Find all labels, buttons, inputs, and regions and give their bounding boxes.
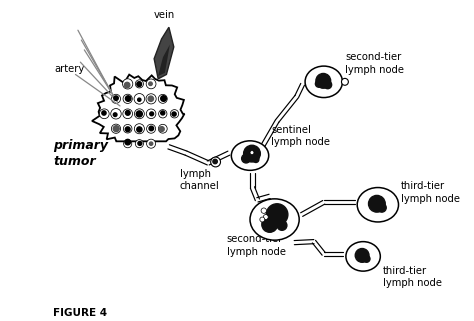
Circle shape: [161, 96, 166, 101]
Circle shape: [124, 82, 130, 88]
Circle shape: [124, 140, 132, 148]
Ellipse shape: [346, 242, 380, 271]
Polygon shape: [154, 27, 174, 78]
Circle shape: [123, 94, 132, 103]
Circle shape: [262, 217, 278, 232]
Circle shape: [134, 124, 145, 134]
Circle shape: [355, 248, 369, 262]
Circle shape: [113, 126, 119, 132]
Circle shape: [137, 127, 142, 132]
Circle shape: [136, 80, 144, 88]
Circle shape: [368, 195, 385, 212]
Circle shape: [316, 74, 331, 88]
Circle shape: [253, 157, 259, 162]
Circle shape: [149, 142, 153, 145]
Ellipse shape: [305, 66, 342, 98]
Circle shape: [263, 214, 268, 220]
Circle shape: [123, 109, 133, 119]
Circle shape: [149, 126, 154, 131]
Circle shape: [377, 203, 386, 212]
Text: vein: vein: [154, 10, 174, 20]
Text: second-tier
lymph node: second-tier lymph node: [227, 234, 286, 257]
Ellipse shape: [250, 199, 299, 240]
Ellipse shape: [357, 187, 399, 222]
Circle shape: [242, 154, 250, 163]
Circle shape: [126, 96, 131, 101]
Circle shape: [111, 108, 121, 119]
Circle shape: [111, 94, 120, 103]
Circle shape: [158, 94, 167, 103]
Circle shape: [111, 124, 120, 133]
Circle shape: [146, 139, 155, 148]
Circle shape: [135, 140, 144, 148]
Circle shape: [170, 110, 179, 118]
Circle shape: [250, 151, 254, 155]
Circle shape: [277, 221, 287, 230]
Circle shape: [244, 145, 260, 162]
Circle shape: [113, 113, 117, 117]
Circle shape: [172, 112, 176, 116]
Circle shape: [150, 112, 154, 116]
Circle shape: [137, 111, 142, 117]
Circle shape: [159, 110, 167, 118]
Circle shape: [137, 82, 142, 87]
Text: FIGURE 4: FIGURE 4: [54, 308, 108, 318]
Circle shape: [146, 109, 156, 118]
Circle shape: [363, 256, 370, 262]
Text: third-tier
lymph node: third-tier lymph node: [383, 266, 442, 288]
Circle shape: [123, 79, 133, 89]
Circle shape: [126, 110, 130, 115]
Circle shape: [158, 124, 167, 133]
Circle shape: [161, 111, 165, 115]
Text: third-tier
lymph node: third-tier lymph node: [401, 181, 460, 204]
Text: artery: artery: [55, 64, 85, 74]
Text: sentinel
lymph node: sentinel lymph node: [271, 125, 330, 147]
Circle shape: [149, 82, 152, 85]
Circle shape: [341, 78, 348, 85]
Circle shape: [125, 127, 130, 132]
Circle shape: [135, 109, 144, 119]
Circle shape: [146, 94, 156, 104]
Circle shape: [134, 93, 145, 104]
Circle shape: [125, 139, 130, 145]
Circle shape: [100, 109, 109, 119]
Polygon shape: [158, 45, 170, 76]
Circle shape: [260, 217, 265, 222]
Circle shape: [210, 157, 220, 167]
Circle shape: [266, 204, 288, 225]
Circle shape: [315, 80, 322, 87]
Circle shape: [324, 81, 332, 89]
Circle shape: [138, 142, 142, 145]
Circle shape: [148, 96, 154, 101]
Text: primary
tumor: primary tumor: [54, 139, 109, 168]
Ellipse shape: [231, 141, 269, 170]
Circle shape: [137, 98, 141, 101]
Circle shape: [146, 124, 155, 133]
Circle shape: [159, 126, 164, 132]
Circle shape: [102, 111, 106, 115]
Circle shape: [146, 79, 156, 89]
Text: lymph
channel: lymph channel: [180, 169, 219, 191]
Circle shape: [123, 125, 132, 133]
Circle shape: [261, 208, 266, 213]
Polygon shape: [92, 74, 184, 141]
Text: second-tier
lymph node: second-tier lymph node: [345, 52, 404, 75]
Circle shape: [213, 159, 217, 164]
Circle shape: [114, 96, 118, 100]
